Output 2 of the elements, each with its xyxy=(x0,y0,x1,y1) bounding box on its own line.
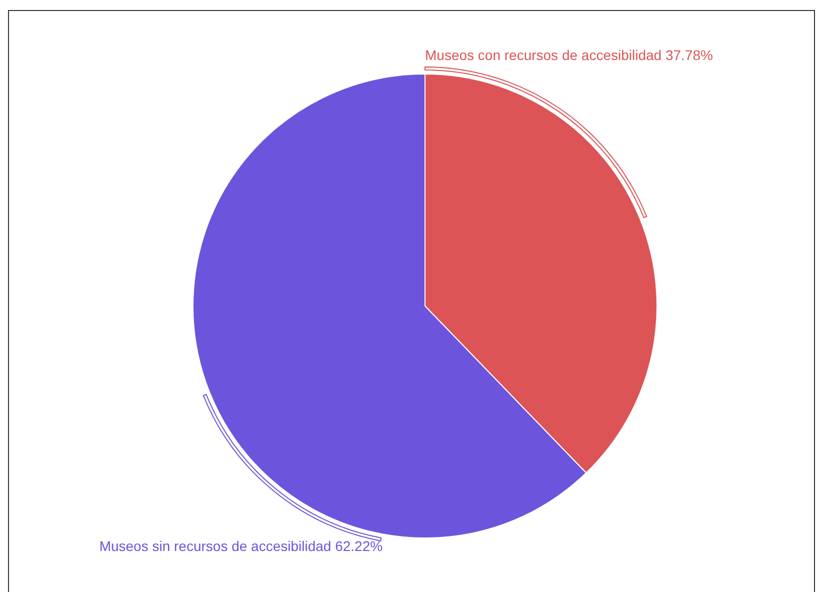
slice-label: Museos sin recursos de accesibilidad 62.22% xyxy=(99,538,383,554)
slice-label: Museos con recursos de accesibilidad 37.78% xyxy=(425,47,713,63)
